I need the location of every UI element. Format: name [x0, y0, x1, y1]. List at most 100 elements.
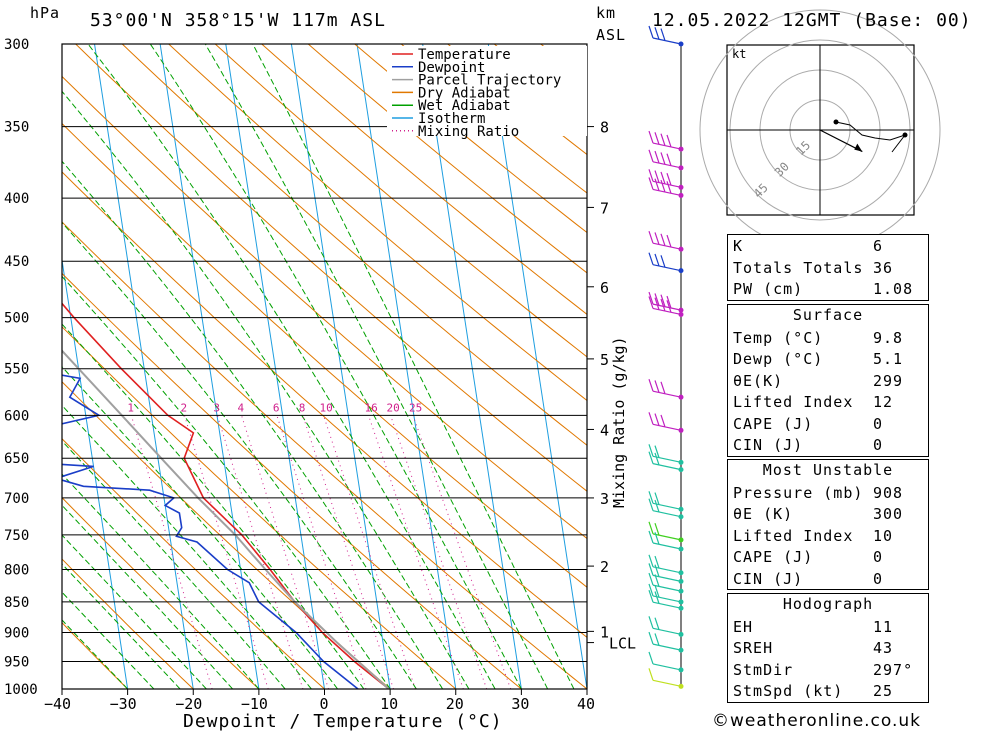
- hodograph-panel: Hodograph EH 11 SREH 43 StmDir 297° StmSpd (kt…: [727, 593, 929, 703]
- pressure-tick-label: 900: [4, 626, 29, 642]
- most-unstable-panel: Most Unstable Pressure (mb) 908 θE (K) 300 L…: [727, 459, 929, 590]
- copyright-text[interactable]: ©weatheronline.co.uk: [712, 711, 922, 731]
- pressure-tick-label: 700: [4, 491, 29, 507]
- stat-row: CIN (J) 0: [728, 568, 928, 590]
- wind-barb: [648, 590, 682, 609]
- wet-adiabat-line: [62, 221, 417, 689]
- wet-adiabat-line: [62, 504, 233, 689]
- stat-label: StmSpd (kt): [733, 682, 844, 700]
- dry-adiabat-line: [62, 171, 587, 638]
- stat-value: 297°: [873, 660, 914, 679]
- wet-adiabat-line: [62, 440, 286, 689]
- x-tick-label: 30: [511, 695, 529, 713]
- mixing-ratio-label: 10: [319, 401, 332, 414]
- x-tick-label: −10: [241, 695, 268, 713]
- mixing-ratio-line: [412, 415, 512, 689]
- stat-row: Dewp (°C) 5.1: [728, 348, 928, 370]
- wet-adiabat-line: [252, 44, 575, 689]
- stat-label: K: [733, 237, 744, 255]
- wind-barb: [648, 291, 682, 311]
- indices-panel: K 6 Totals Totals 36 PW (cm) 1.08: [727, 234, 929, 301]
- dry-adiabat-line: [62, 381, 391, 689]
- km-tick-label: 5: [600, 351, 609, 369]
- stat-label: θE(K): [733, 371, 784, 390]
- wind-barb: [648, 572, 682, 592]
- wind-barb: [648, 563, 682, 582]
- pressure-tick-label: 300: [4, 37, 29, 53]
- stat-label: CAPE (J): [733, 414, 814, 433]
- mixing-ratio-label: 6: [273, 401, 280, 414]
- storm-motion-arrowhead: [854, 143, 863, 152]
- km-tick-label: 1: [600, 623, 609, 641]
- stat-value: 0: [873, 436, 884, 454]
- stat-value: 299: [873, 371, 904, 390]
- wind-barb: [648, 616, 682, 635]
- surface-title: Surface: [792, 306, 864, 324]
- mixing-ratio-label: 2: [180, 401, 187, 414]
- pressure-tick-label: 400: [4, 191, 29, 207]
- isotherm-line: [290, 44, 391, 689]
- pressure-tick-label: 500: [4, 311, 29, 327]
- stat-value: 0: [873, 414, 884, 433]
- stat-label: Totals Totals: [733, 258, 864, 277]
- stat-value: 25: [873, 682, 894, 700]
- km-tick-label: 3: [600, 490, 609, 508]
- stat-label: Pressure (mb): [733, 483, 864, 502]
- mixing-ratio-line: [302, 415, 394, 689]
- stat-value: 11: [873, 617, 894, 636]
- pressure-tick-label: 800: [4, 562, 29, 578]
- stat-label: Temp (°C): [733, 328, 824, 347]
- wind-barb: [648, 130, 682, 150]
- x-tick-label: −30: [110, 695, 137, 713]
- wet-adiabat-line: [62, 563, 181, 689]
- wind-barb: [648, 631, 682, 651]
- km-unit-label: km: [596, 4, 617, 22]
- legend-label: Dry Adiabat: [418, 85, 511, 101]
- wind-barb: [648, 230, 682, 250]
- pressure-tick-label: 850: [4, 595, 29, 611]
- dry-adiabat-line: [62, 496, 260, 689]
- mixing-ratio-line: [390, 415, 488, 689]
- pressure-tick-label: 450: [4, 254, 29, 270]
- hodograph-point: [833, 119, 839, 125]
- mixing-ratio-label: 3: [213, 401, 220, 414]
- dry-adiabat-line: [307, 44, 587, 274]
- wet-adiabat-line: [62, 591, 155, 689]
- stat-value: 908: [873, 483, 904, 502]
- x-tick-label: 20: [446, 695, 464, 713]
- isotherm-line: [62, 256, 129, 689]
- stat-label: Lifted Index: [733, 526, 854, 545]
- mixing-ratio-label: 1: [127, 401, 134, 414]
- wet-adiabat-line: [62, 160, 444, 689]
- legend-box: [387, 46, 587, 136]
- dry-adiabat-line: [261, 44, 587, 316]
- stat-label: CIN (J): [733, 569, 804, 588]
- wind-barb: [648, 451, 682, 471]
- wet-adiabat-line: [62, 323, 365, 689]
- mixing-ratio-line: [130, 415, 213, 689]
- stat-label: StmDir: [733, 660, 794, 679]
- isotherm-line: [159, 44, 260, 689]
- pressure-tick-label: 750: [4, 528, 29, 544]
- dry-adiabat-line: [168, 44, 587, 402]
- km-tick-label: 6: [600, 279, 609, 297]
- wind-barb: [648, 177, 682, 197]
- stat-label: PW (cm): [733, 280, 804, 298]
- stat-label: EH: [733, 617, 754, 636]
- mixing-ratio-label: 16: [364, 401, 377, 414]
- dry-adiabat-line: [62, 558, 194, 689]
- stat-row: Lifted Index 10: [728, 525, 928, 547]
- wet-adiabat-line: [62, 90, 470, 689]
- isotherm-line: [94, 44, 194, 689]
- dry-adiabat-line: [214, 44, 587, 358]
- stat-value: 300: [873, 505, 904, 523]
- wind-barb: [648, 651, 682, 671]
- stat-row: PW (cm) 1.08: [728, 278, 928, 300]
- legend-label: Parcel Trajectory: [418, 73, 561, 89]
- stat-row: Lifted Index 12: [728, 391, 928, 413]
- stat-row: EH 11: [728, 616, 928, 638]
- wet-adiabat-line: [149, 44, 522, 689]
- km-tick-label: 7: [600, 199, 609, 217]
- mixing-ratio-label: 20: [387, 401, 400, 414]
